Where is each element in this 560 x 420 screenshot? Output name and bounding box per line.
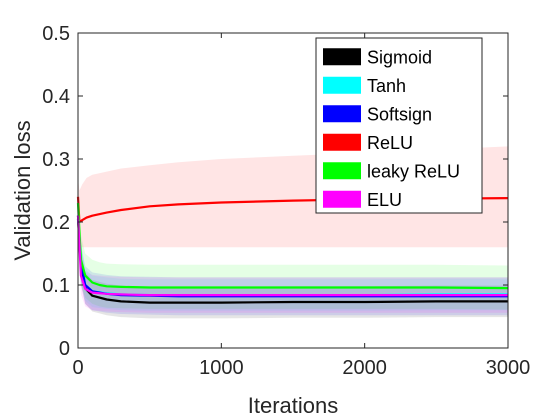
legend-box: [315, 37, 483, 214]
y-axis-label: Validation loss: [10, 120, 35, 260]
x-axis-ticks: 0 1000 2000 3000: [72, 33, 530, 379]
legend-swatch-elu: [323, 190, 361, 208]
y-tick-label: 0.4: [42, 86, 70, 108]
legend-label-tanh: Tanh: [367, 76, 406, 96]
band-tanh: [78, 206, 508, 311]
x-tick-label: 1000: [199, 357, 244, 379]
x-tick-label: 2000: [342, 357, 387, 379]
x-axis-label: Iterations: [248, 393, 339, 418]
plot-frame: [77, 32, 509, 349]
confidence-bands: [78, 146, 508, 319]
legend: Sigmoid Tanh Softsign ReLU leaky ReLU ELU: [315, 37, 483, 214]
legend-swatch-leaky-relu: [323, 162, 361, 180]
legend-swatch-sigmoid: [323, 48, 361, 66]
legend-swatch-tanh: [323, 76, 361, 94]
legend-label-elu: ELU: [367, 190, 402, 210]
legend-label-leaky-relu: leaky ReLU: [367, 161, 460, 181]
y-tick-label: 0.1: [42, 275, 70, 297]
y-axis-ticks: 0 0.1 0.2 0.3 0.4 0.5: [42, 23, 508, 360]
x-tick-label: 0: [72, 357, 83, 379]
band-elu: [78, 206, 508, 313]
legend-label-relu: ReLU: [367, 133, 413, 153]
series-line-elu: [76, 215, 508, 297]
band-sigmoid: [78, 209, 508, 319]
band-leaky-relu: [78, 190, 508, 310]
legend-swatch-relu: [323, 133, 361, 151]
legend-label-sigmoid: Sigmoid: [367, 47, 432, 67]
x-tick-label: 3000: [486, 357, 531, 379]
y-tick-label: 0: [59, 338, 70, 360]
y-tick-label: 0.3: [42, 149, 70, 171]
legend-swatch-softsign: [323, 105, 361, 123]
series-line-leaky-relu: [76, 203, 509, 290]
legend-label-softsign: Softsign: [367, 104, 432, 124]
y-tick-label: 0.5: [42, 23, 70, 45]
y-tick-label: 0.2: [42, 212, 70, 234]
